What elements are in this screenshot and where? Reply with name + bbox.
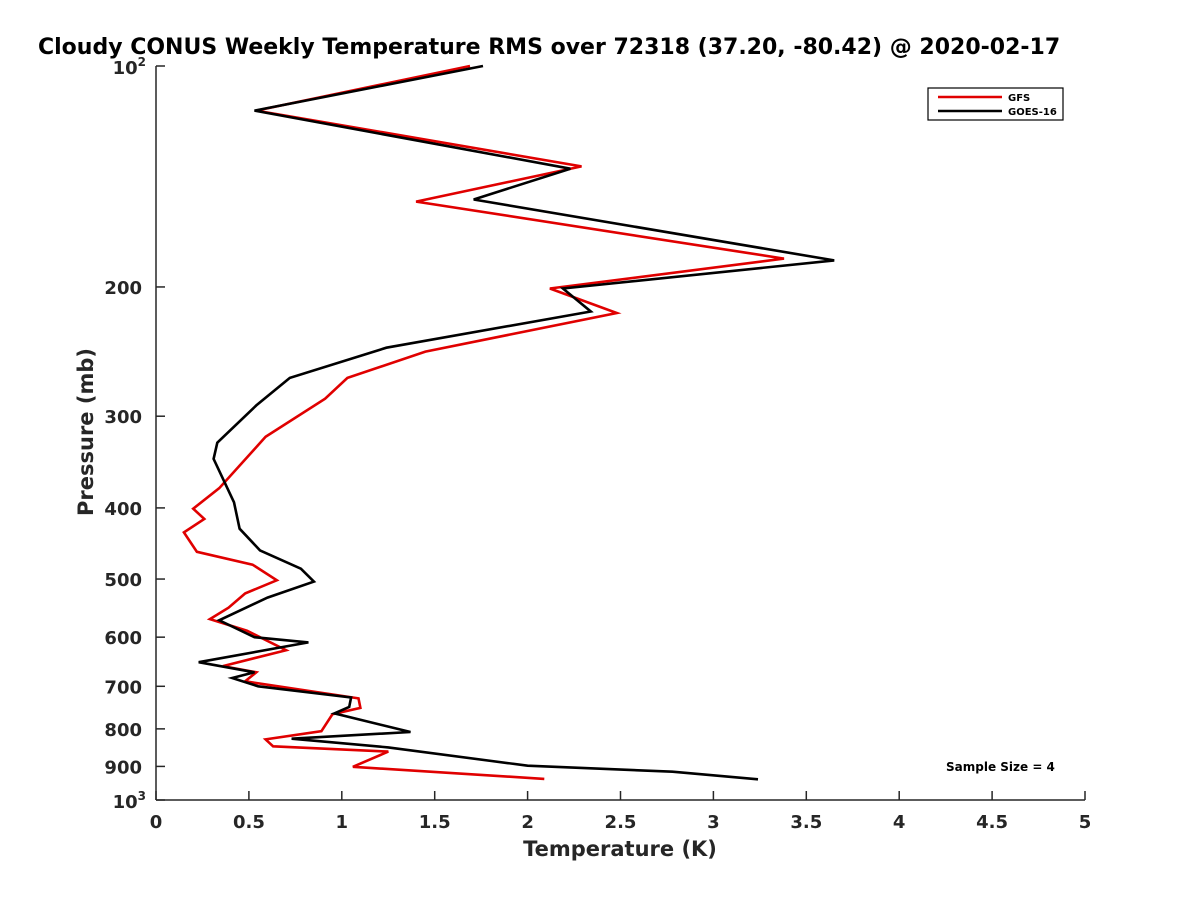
x-tick-label: 2: [521, 812, 534, 833]
legend-entry-label: GOES-16: [1008, 107, 1057, 118]
y-tick-label: 500: [104, 570, 142, 591]
y-tick-label: 300: [104, 407, 142, 428]
legend-box: [927, 87, 1064, 121]
legend: GFS GOES-16: [927, 87, 1064, 121]
y-tick-label: 800: [104, 720, 142, 741]
y-axis-label: Pressure (mb): [74, 348, 98, 516]
plot-area: 0 0.5 1 1.5 2 2.5 3 3.5 4 4.5 5 102 200 300 400 500 600 7…: [104, 55, 1091, 833]
y-tick-label: 900: [104, 757, 142, 778]
y-tick-label: 700: [104, 677, 142, 698]
x-tick-label: 5: [1079, 812, 1092, 833]
chart-title: Cloudy CONUS Weekly Temperature RMS over…: [38, 35, 1060, 60]
series-line-gfs: [182, 64, 785, 781]
x-tick-label: 1.5: [419, 812, 451, 833]
y-tick-label: 103: [113, 789, 146, 813]
y-tick-label: 102: [113, 55, 146, 79]
x-tick-label: 3.5: [790, 812, 822, 833]
x-tick-label: 0: [150, 812, 163, 833]
y-tick-label: 200: [104, 278, 142, 299]
y-tick-label: 600: [104, 628, 142, 649]
x-tick-label: 3: [707, 812, 720, 833]
sample-size-annotation: Sample Size = 4: [946, 760, 1055, 774]
x-tick-label: 2.5: [605, 812, 637, 833]
x-tick-label: 1: [336, 812, 349, 833]
series-line-goes-16: [198, 64, 835, 781]
x-tick-label: 4.5: [976, 812, 1008, 833]
x-tick-label: 4: [893, 812, 906, 833]
y-tick-label: 400: [104, 499, 142, 520]
x-axis-label: Temperature (K): [523, 837, 717, 861]
legend-entry-label: GFS: [1008, 93, 1030, 104]
x-tick-label: 0.5: [233, 812, 265, 833]
